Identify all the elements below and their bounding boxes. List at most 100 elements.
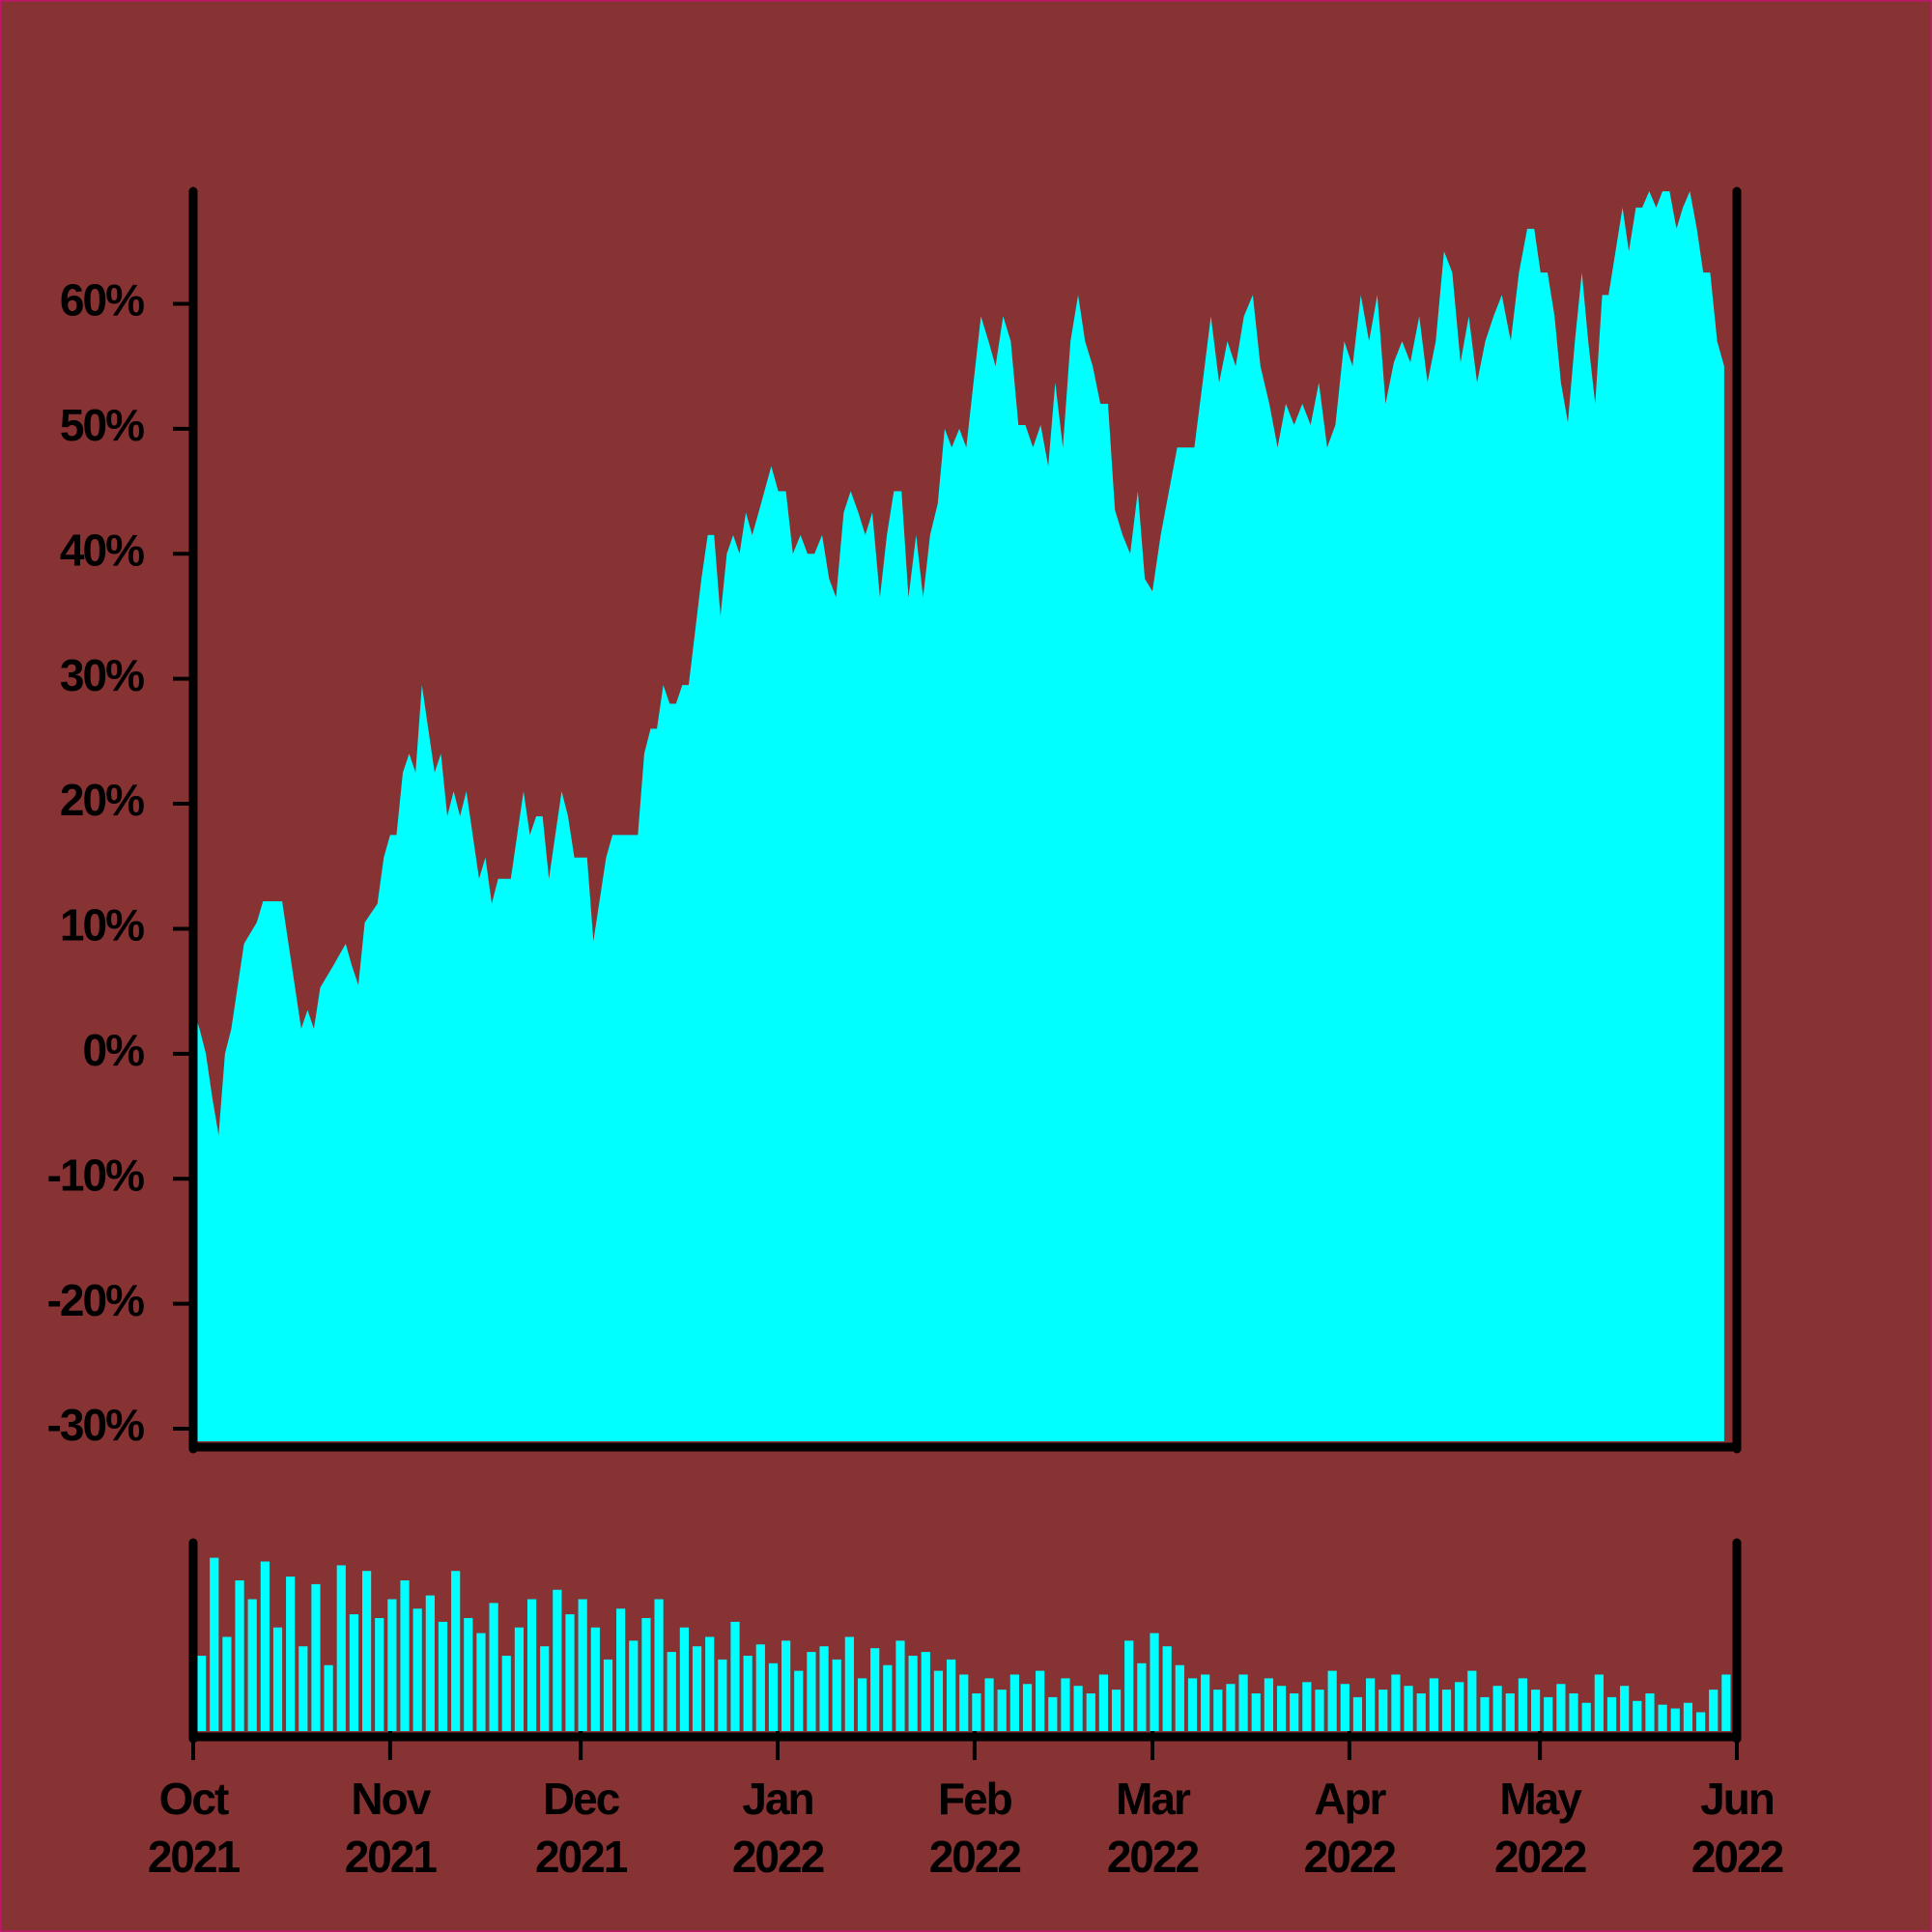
x-tick-label-line: Jan <box>742 1774 812 1824</box>
y-tick-label: -30% <box>47 1400 144 1450</box>
volume-bar <box>1645 1693 1655 1731</box>
volume-bar <box>1721 1674 1731 1731</box>
volume-bar <box>540 1646 550 1731</box>
volume-bar <box>1581 1702 1591 1731</box>
volume-bar <box>324 1664 333 1731</box>
volume-bar <box>1022 1684 1033 1731</box>
volume-bar <box>1658 1704 1667 1731</box>
volume-bar <box>895 1640 905 1731</box>
x-tick-label-line: 2022 <box>1107 1832 1199 1882</box>
volume-bar <box>743 1656 753 1731</box>
volume-bar <box>1213 1690 1223 1731</box>
volume-bar <box>400 1580 410 1731</box>
volume-bar <box>1327 1670 1337 1731</box>
volume-bar <box>247 1599 257 1731</box>
volume-bar <box>832 1659 841 1731</box>
x-tick-label-line: May <box>1499 1774 1582 1824</box>
volume-bar <box>1175 1664 1184 1731</box>
volume-bar <box>1238 1674 1248 1731</box>
volume-bar <box>590 1627 600 1731</box>
volume-bar <box>349 1614 359 1731</box>
x-tick-label-line: 2021 <box>345 1832 438 1882</box>
x-tick-label-line: Jun <box>1700 1774 1774 1824</box>
x-tick-label-line: Mar <box>1116 1774 1191 1824</box>
volume-bar <box>984 1678 994 1731</box>
x-tick-label-line: 2022 <box>732 1832 824 1882</box>
volume-bar <box>412 1608 422 1731</box>
volume-bar <box>629 1640 639 1731</box>
x-tick-label-line: 2021 <box>535 1832 628 1882</box>
volume-bar <box>1620 1686 1630 1731</box>
volume-bar <box>1251 1693 1261 1731</box>
volume-bar <box>1048 1696 1058 1731</box>
x-tick-label: Apr 2022 <box>1304 1774 1396 1882</box>
volume-bar <box>1086 1693 1095 1731</box>
volume-bar <box>1061 1678 1070 1731</box>
volume-bar <box>1530 1690 1541 1731</box>
volume-bar <box>603 1659 613 1731</box>
volume-bar <box>1150 1633 1159 1731</box>
volume-bar <box>1606 1696 1617 1731</box>
x-tick-label: Oct 2021 <box>148 1774 241 1882</box>
volume-bar <box>336 1565 346 1731</box>
volume-bar <box>1073 1686 1083 1731</box>
volume-bar <box>781 1640 791 1731</box>
volume-bar <box>844 1636 854 1731</box>
volume-bar <box>692 1646 702 1731</box>
volume-bar <box>972 1693 981 1731</box>
x-tick-label: Nov 2021 <box>345 1774 438 1882</box>
volume-bar <box>1098 1674 1109 1731</box>
volume-bar <box>1404 1686 1413 1731</box>
volume-bar <box>755 1644 765 1731</box>
volume-bar <box>1695 1712 1706 1731</box>
volume-bar <box>679 1627 689 1731</box>
volume-bar <box>1709 1690 1719 1731</box>
volume-bar <box>807 1652 816 1731</box>
volume-bar <box>578 1599 587 1731</box>
volume-bar <box>1378 1690 1388 1731</box>
volume-bar <box>705 1636 715 1731</box>
volume-bar <box>526 1599 537 1731</box>
volume-bar <box>1137 1662 1147 1731</box>
volume-bar <box>1544 1696 1553 1731</box>
volume-bar <box>616 1608 626 1731</box>
volume-bar <box>260 1561 270 1731</box>
volume-bar <box>222 1636 232 1731</box>
volume-bar <box>1290 1693 1299 1731</box>
volume-bar <box>1455 1682 1464 1731</box>
volume-bar <box>641 1618 651 1731</box>
volume-bar <box>553 1589 562 1731</box>
y-tick-label: 10% <box>60 900 144 951</box>
volume-bar <box>1683 1702 1693 1731</box>
volume-bar <box>1201 1674 1210 1731</box>
volume-bar <box>908 1656 918 1731</box>
volume-bar <box>667 1652 676 1731</box>
x-tick-label: Jun 2022 <box>1691 1774 1783 1882</box>
volume-bar <box>311 1583 321 1731</box>
x-tick-label-line: 2022 <box>1691 1832 1783 1882</box>
volume-bar <box>387 1599 397 1731</box>
volume-bar <box>718 1659 727 1731</box>
volume-bar <box>476 1633 486 1731</box>
volume-bar <box>1480 1696 1490 1731</box>
x-tick-label-line: 2021 <box>148 1832 241 1882</box>
volume-bar <box>1505 1693 1515 1731</box>
volume-bar <box>286 1577 296 1731</box>
y-tick-label: -20% <box>47 1275 144 1325</box>
volume-bar <box>1391 1674 1401 1731</box>
volume-bar <box>1315 1690 1324 1731</box>
x-tick-label-line: Dec <box>543 1774 620 1824</box>
volume-bar <box>1124 1640 1134 1731</box>
volume-bar <box>210 1557 219 1731</box>
volume-bar <box>451 1571 461 1731</box>
volume-bar <box>870 1648 880 1731</box>
volume-bar <box>1036 1670 1045 1731</box>
volume-bar <box>1670 1708 1680 1731</box>
volume-bar <box>1187 1678 1198 1731</box>
volume-bar <box>1441 1690 1452 1731</box>
volume-bar <box>425 1595 435 1731</box>
volume-bar <box>1352 1696 1363 1731</box>
x-tick-label: Jan 2022 <box>732 1774 824 1882</box>
y-tick-label: 40% <box>60 525 144 575</box>
x-tick-label: Feb 2022 <box>929 1774 1021 1882</box>
